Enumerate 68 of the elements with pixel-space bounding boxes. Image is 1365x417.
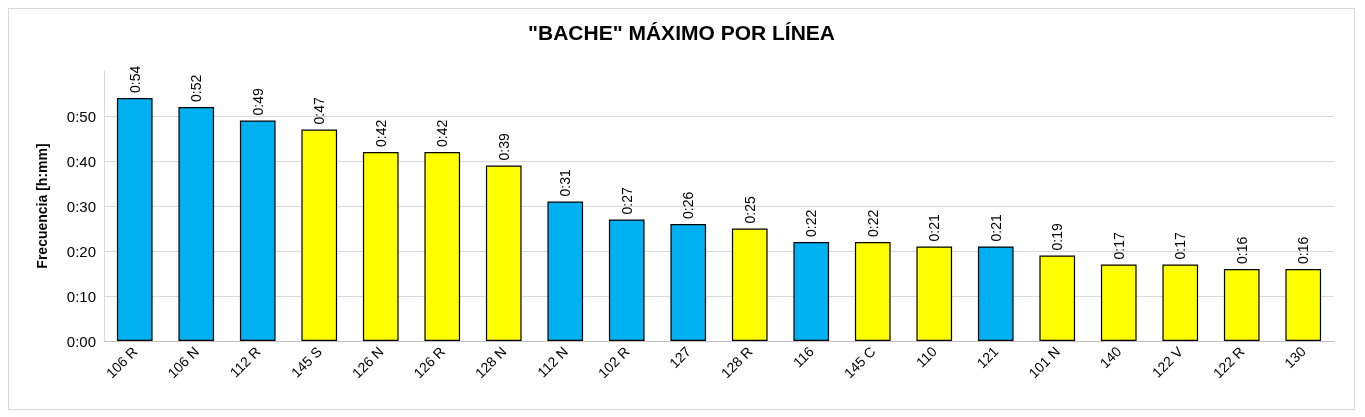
bar (854, 242, 891, 341)
bar (793, 242, 830, 341)
bar (178, 107, 215, 341)
y-tick-label: 0:00 (66, 332, 96, 350)
x-tick-label: 116 (789, 343, 818, 371)
x-tick-label: 102 R (594, 343, 633, 382)
y-tick-label: 0:10 (66, 287, 96, 305)
data-label: 0:16 (1295, 236, 1312, 264)
x-tick-label: 128 N (471, 343, 510, 382)
bar (916, 246, 953, 341)
data-label: 0:39 (495, 133, 512, 161)
bar (670, 224, 707, 341)
bar (731, 228, 768, 341)
data-label: 0:17 (1172, 232, 1189, 260)
data-label: 0:19 (1049, 223, 1066, 251)
data-label: 0:25 (741, 196, 758, 224)
x-tick-label: 128 R (717, 343, 756, 382)
bar (547, 201, 584, 341)
data-label: 0:52 (188, 74, 205, 102)
data-label: 0:21 (987, 214, 1004, 242)
x-tick-label: 122 V (1148, 342, 1187, 381)
x-tick-label: 106 R (102, 343, 141, 382)
x-tick-label: 126 R (410, 343, 448, 382)
data-label: 0:26 (680, 191, 697, 219)
x-tick-label: 106 N (164, 343, 202, 382)
data-label: 0:54 (126, 65, 143, 93)
chart-title: "BACHE" MÁXIMO POR LÍNEA (528, 21, 835, 44)
bar (1100, 264, 1137, 341)
y-tick-label: 0:40 (66, 152, 96, 170)
data-label: 0:22 (803, 209, 820, 237)
x-tick-label: 127 (666, 343, 695, 372)
data-label: 0:31 (557, 169, 574, 197)
x-tick-label: 145 C (840, 343, 879, 382)
bar (1039, 255, 1076, 341)
bar (424, 152, 461, 341)
data-label: 0:17 (1110, 232, 1127, 260)
bar (977, 246, 1014, 341)
x-tick-label: 110 (912, 343, 941, 371)
bar (1285, 269, 1322, 341)
x-tick-label: 122 R (1209, 343, 1248, 382)
data-label: 0:16 (1233, 236, 1250, 264)
data-label: 0:27 (618, 187, 635, 215)
data-label: 0:42 (372, 119, 389, 147)
x-tick-label: 121 (973, 343, 1002, 372)
data-label: 0:47 (311, 97, 328, 125)
x-tick-label: 112 R (226, 343, 264, 381)
data-label: 0:42 (434, 119, 451, 147)
bar (301, 129, 338, 341)
bar (362, 152, 399, 341)
bar (485, 165, 522, 341)
bar (608, 219, 645, 341)
bar (239, 120, 276, 341)
x-tick-label: 145 S (287, 343, 325, 381)
y-tick-label: 0:50 (66, 107, 96, 125)
data-label: 0:49 (249, 88, 266, 116)
data-label: 0:21 (926, 214, 943, 242)
x-tick-label: 140 (1096, 343, 1125, 372)
x-tick-label: 101 N (1025, 343, 1063, 382)
bar (116, 98, 153, 341)
y-tick-label: 0:20 (66, 242, 96, 260)
y-axis-title: Frecuencia [h:mm] (34, 143, 50, 269)
bar (1162, 264, 1199, 341)
data-label: 0:22 (864, 209, 881, 237)
x-tick-label: 130 (1281, 343, 1310, 372)
x-tick-label: 126 N (348, 343, 387, 382)
bar (1223, 269, 1260, 341)
y-tick-label: 0:30 (66, 197, 96, 215)
x-tick-label: 112 N (533, 343, 571, 381)
